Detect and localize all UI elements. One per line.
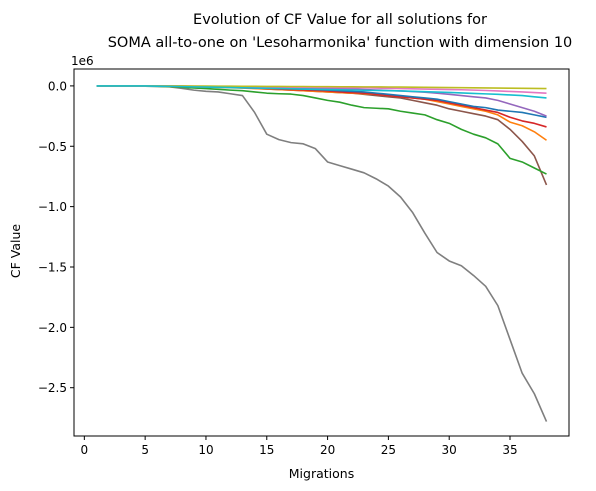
- chart-title-line-1: Evolution of CF Value for all solutions …: [193, 12, 487, 28]
- x-tick-label: 10: [198, 443, 213, 457]
- y-tick-label: −2.0: [38, 321, 67, 335]
- y-tick-label: −1.5: [38, 260, 67, 274]
- x-axis-label: Migrations: [289, 466, 354, 481]
- x-tick-label: 15: [259, 443, 274, 457]
- y-tick-label: 0.0: [48, 79, 67, 93]
- x-tick-label: 0: [81, 443, 89, 457]
- y-tick-label: −1.0: [38, 200, 67, 214]
- chart-title-line-2: SOMA all-to-one on 'Lesoharmonika' funct…: [108, 35, 573, 51]
- y-tick-label: −2.5: [38, 381, 67, 395]
- y-offset-label: 1e6: [71, 54, 94, 68]
- x-tick-label: 5: [141, 443, 149, 457]
- y-axis-label: CF Value: [8, 224, 23, 279]
- x-tick-label: 30: [442, 443, 457, 457]
- x-tick-label: 25: [381, 443, 396, 457]
- x-tick-label: 20: [320, 443, 335, 457]
- y-tick-label: −0.5: [38, 140, 67, 154]
- x-tick-label: 35: [502, 443, 517, 457]
